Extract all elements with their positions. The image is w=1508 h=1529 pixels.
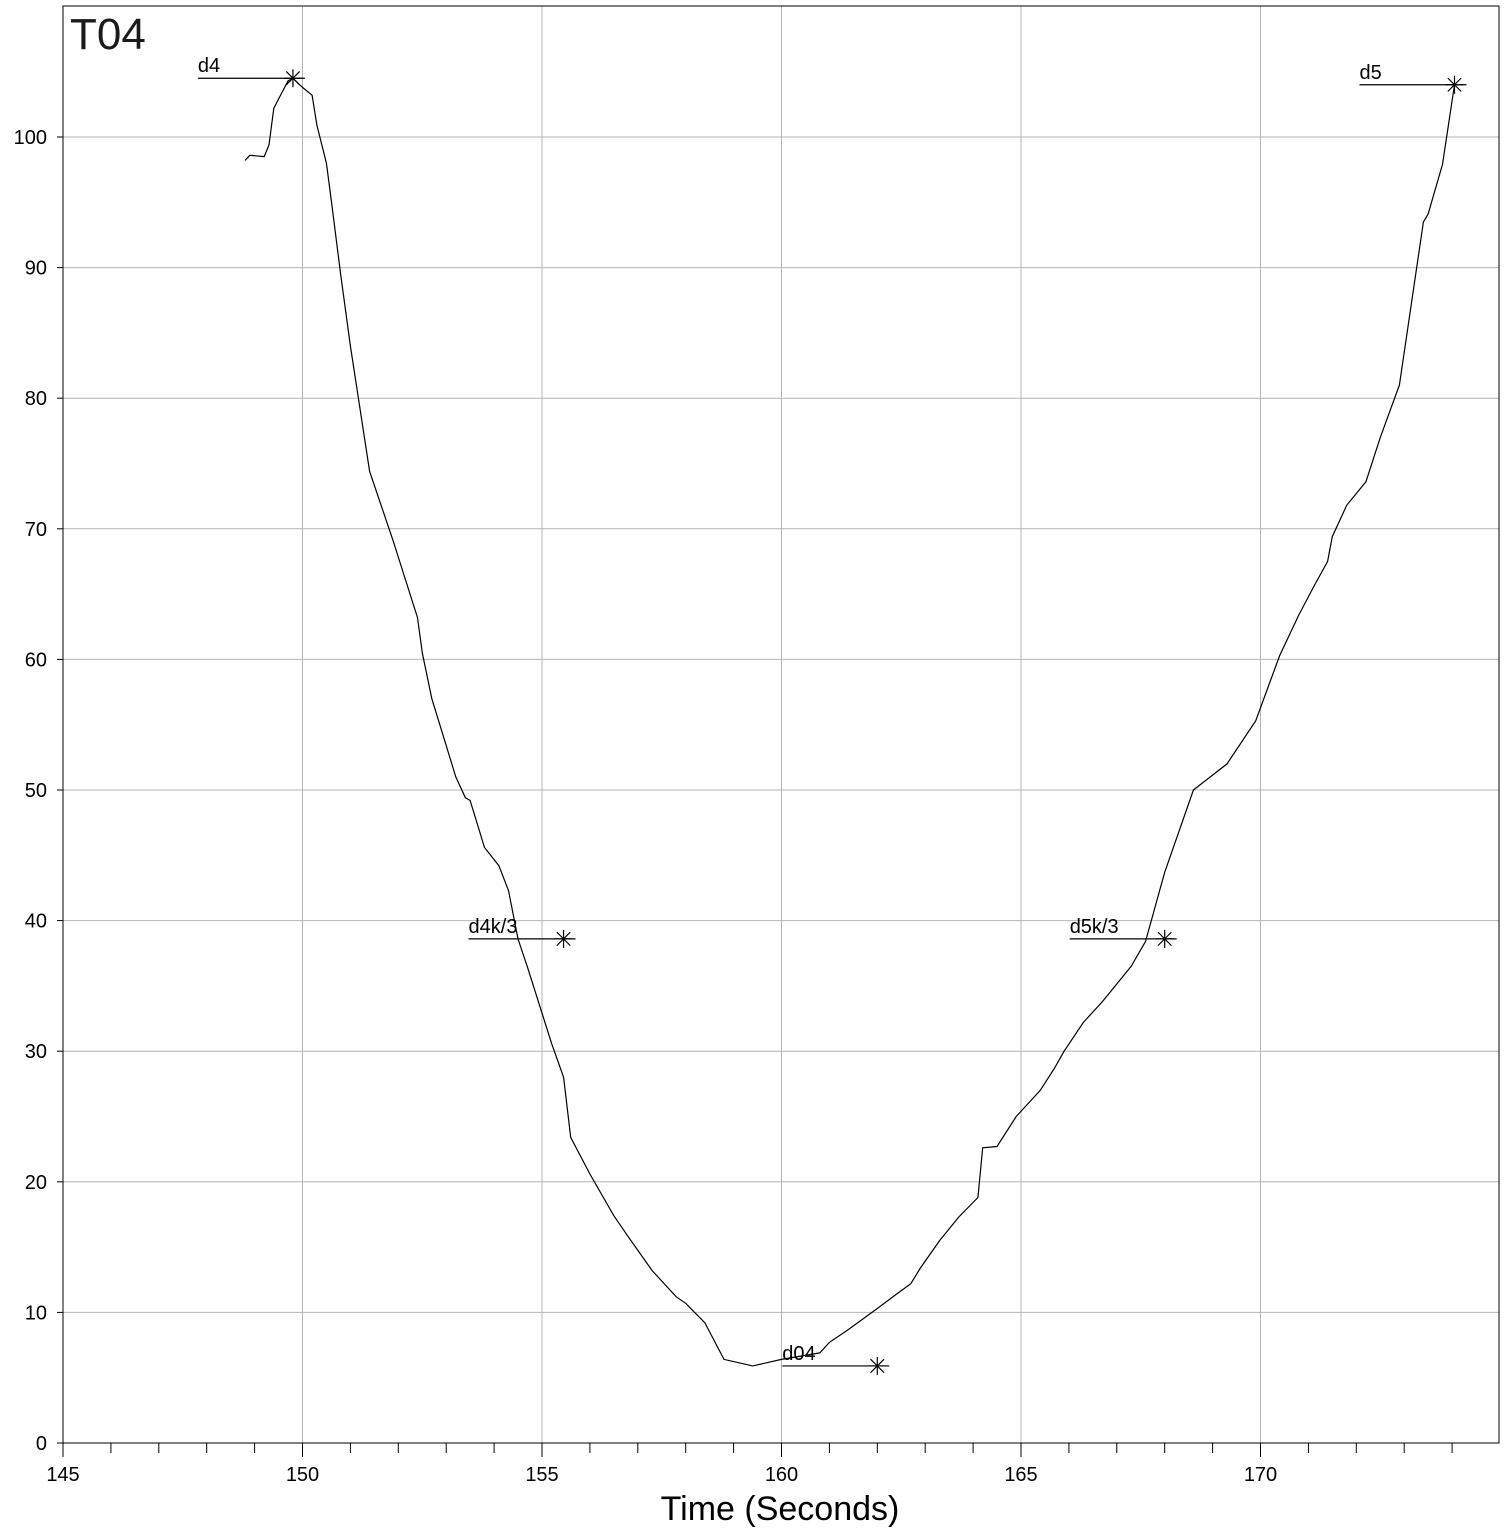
- y-tick-label: 60: [25, 649, 47, 671]
- marker-d04: d04: [782, 1343, 890, 1375]
- x-tick-label: 165: [1004, 1464, 1037, 1486]
- marker-label: d4k/3: [469, 916, 518, 938]
- y-tick-label: 30: [25, 1041, 47, 1063]
- marker-d5k-3: d5k/3: [1069, 916, 1177, 948]
- series-line: [244, 77, 1456, 1367]
- y-tick-label: 100: [14, 127, 47, 149]
- marker-d4: d4: [197, 55, 305, 88]
- x-tick-label: 145: [46, 1464, 79, 1486]
- y-tick-label: 80: [25, 388, 47, 410]
- y-tick-label: 90: [25, 258, 47, 280]
- marker-d4k-3: d4k/3: [468, 916, 576, 948]
- y-tick-label: 20: [25, 1172, 47, 1194]
- x-tick-label: 155: [525, 1464, 558, 1486]
- x-axis-label: Time (Seconds): [661, 1490, 900, 1528]
- x-tick-label: 150: [286, 1464, 319, 1486]
- y-tick-label: 40: [25, 911, 47, 933]
- marker-d5: d5: [1359, 62, 1467, 94]
- y-tick-label: 10: [25, 1302, 47, 1324]
- chart-title: T04: [70, 10, 146, 59]
- marker-label: d5k/3: [1070, 916, 1119, 938]
- x-tick-label: 170: [1244, 1464, 1277, 1486]
- y-tick-label: 0: [36, 1433, 47, 1455]
- marker-label: d04: [782, 1343, 815, 1365]
- marker-label: d5: [1359, 62, 1381, 84]
- axis-ticks: 145 150 155 160 165 170 0 10 20 30 40 50 60 70 80 90 100: [14, 127, 1453, 1486]
- data-series: [244, 77, 1456, 1367]
- marker-label: d4: [198, 55, 220, 77]
- y-tick-label: 50: [25, 780, 47, 802]
- y-tick-label: 70: [25, 519, 47, 541]
- annotation-markers: d4 d4k/3 d04 d5k/3 d5: [197, 55, 1467, 1375]
- x-tick-label: 160: [765, 1464, 798, 1486]
- grid: [63, 6, 1499, 1443]
